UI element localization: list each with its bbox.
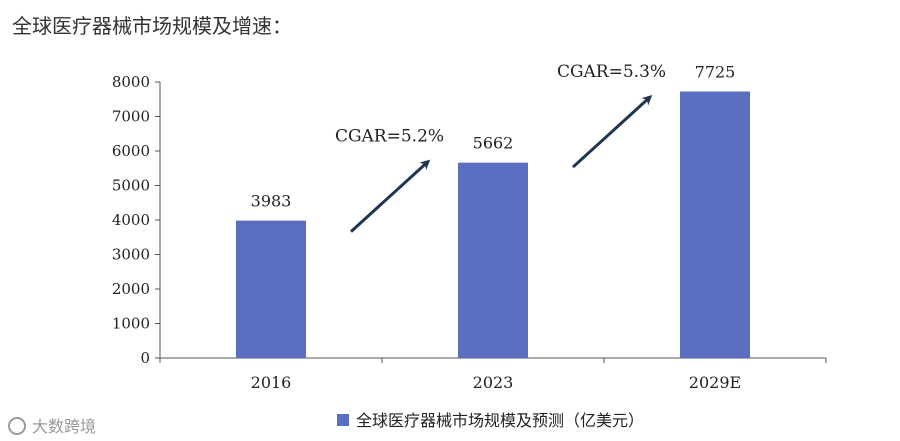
x-tick-label: 2016 xyxy=(251,373,292,392)
annotations: CGAR=5.2% CGAR=5.3% xyxy=(335,62,666,233)
y-tick-label: 0 xyxy=(140,349,150,367)
y-axis: 0 1000 2000 3000 4000 5000 6000 7000 8000 xyxy=(112,73,161,367)
cagr-label: CGAR=5.2% xyxy=(335,127,444,147)
x-tick-label: 2029E xyxy=(689,373,741,392)
legend: 全球医疗器械市场规模及预测（亿美元） xyxy=(337,411,644,430)
watermark: 大数跨境 xyxy=(8,413,96,437)
growth-arrow xyxy=(571,95,653,169)
cagr-label: CGAR=5.3% xyxy=(557,62,666,82)
y-tick-label: 4000 xyxy=(112,211,150,229)
x-axis: 2016 2023 2029E xyxy=(159,357,827,392)
y-tick-label: 2000 xyxy=(112,280,150,298)
bar-value-label: 5662 xyxy=(473,134,514,153)
y-tick-label: 6000 xyxy=(112,142,150,160)
x-tick-label: 2023 xyxy=(473,373,514,392)
page-title: 全球医疗器械市场规模及增速： xyxy=(12,14,292,38)
watermark-logo-icon xyxy=(8,417,26,435)
y-tick-label: 1000 xyxy=(112,315,150,333)
bar xyxy=(236,220,306,358)
legend-label: 全球医疗器械市场规模及预测（亿美元） xyxy=(356,411,644,430)
bar-value-label: 3983 xyxy=(251,192,292,211)
y-tick-label: 7000 xyxy=(112,108,150,126)
watermark-text: 大数跨境 xyxy=(32,417,97,436)
bars: 3983 5662 7725 xyxy=(236,62,750,359)
legend-swatch xyxy=(337,414,349,426)
bar-value-label: 7725 xyxy=(695,62,736,81)
y-tick-label: 5000 xyxy=(112,177,150,195)
y-tick-label: 3000 xyxy=(112,246,150,264)
growth-arrow xyxy=(349,159,431,233)
bar xyxy=(458,162,528,358)
y-tick-label: 8000 xyxy=(112,73,150,91)
bar xyxy=(680,91,750,359)
